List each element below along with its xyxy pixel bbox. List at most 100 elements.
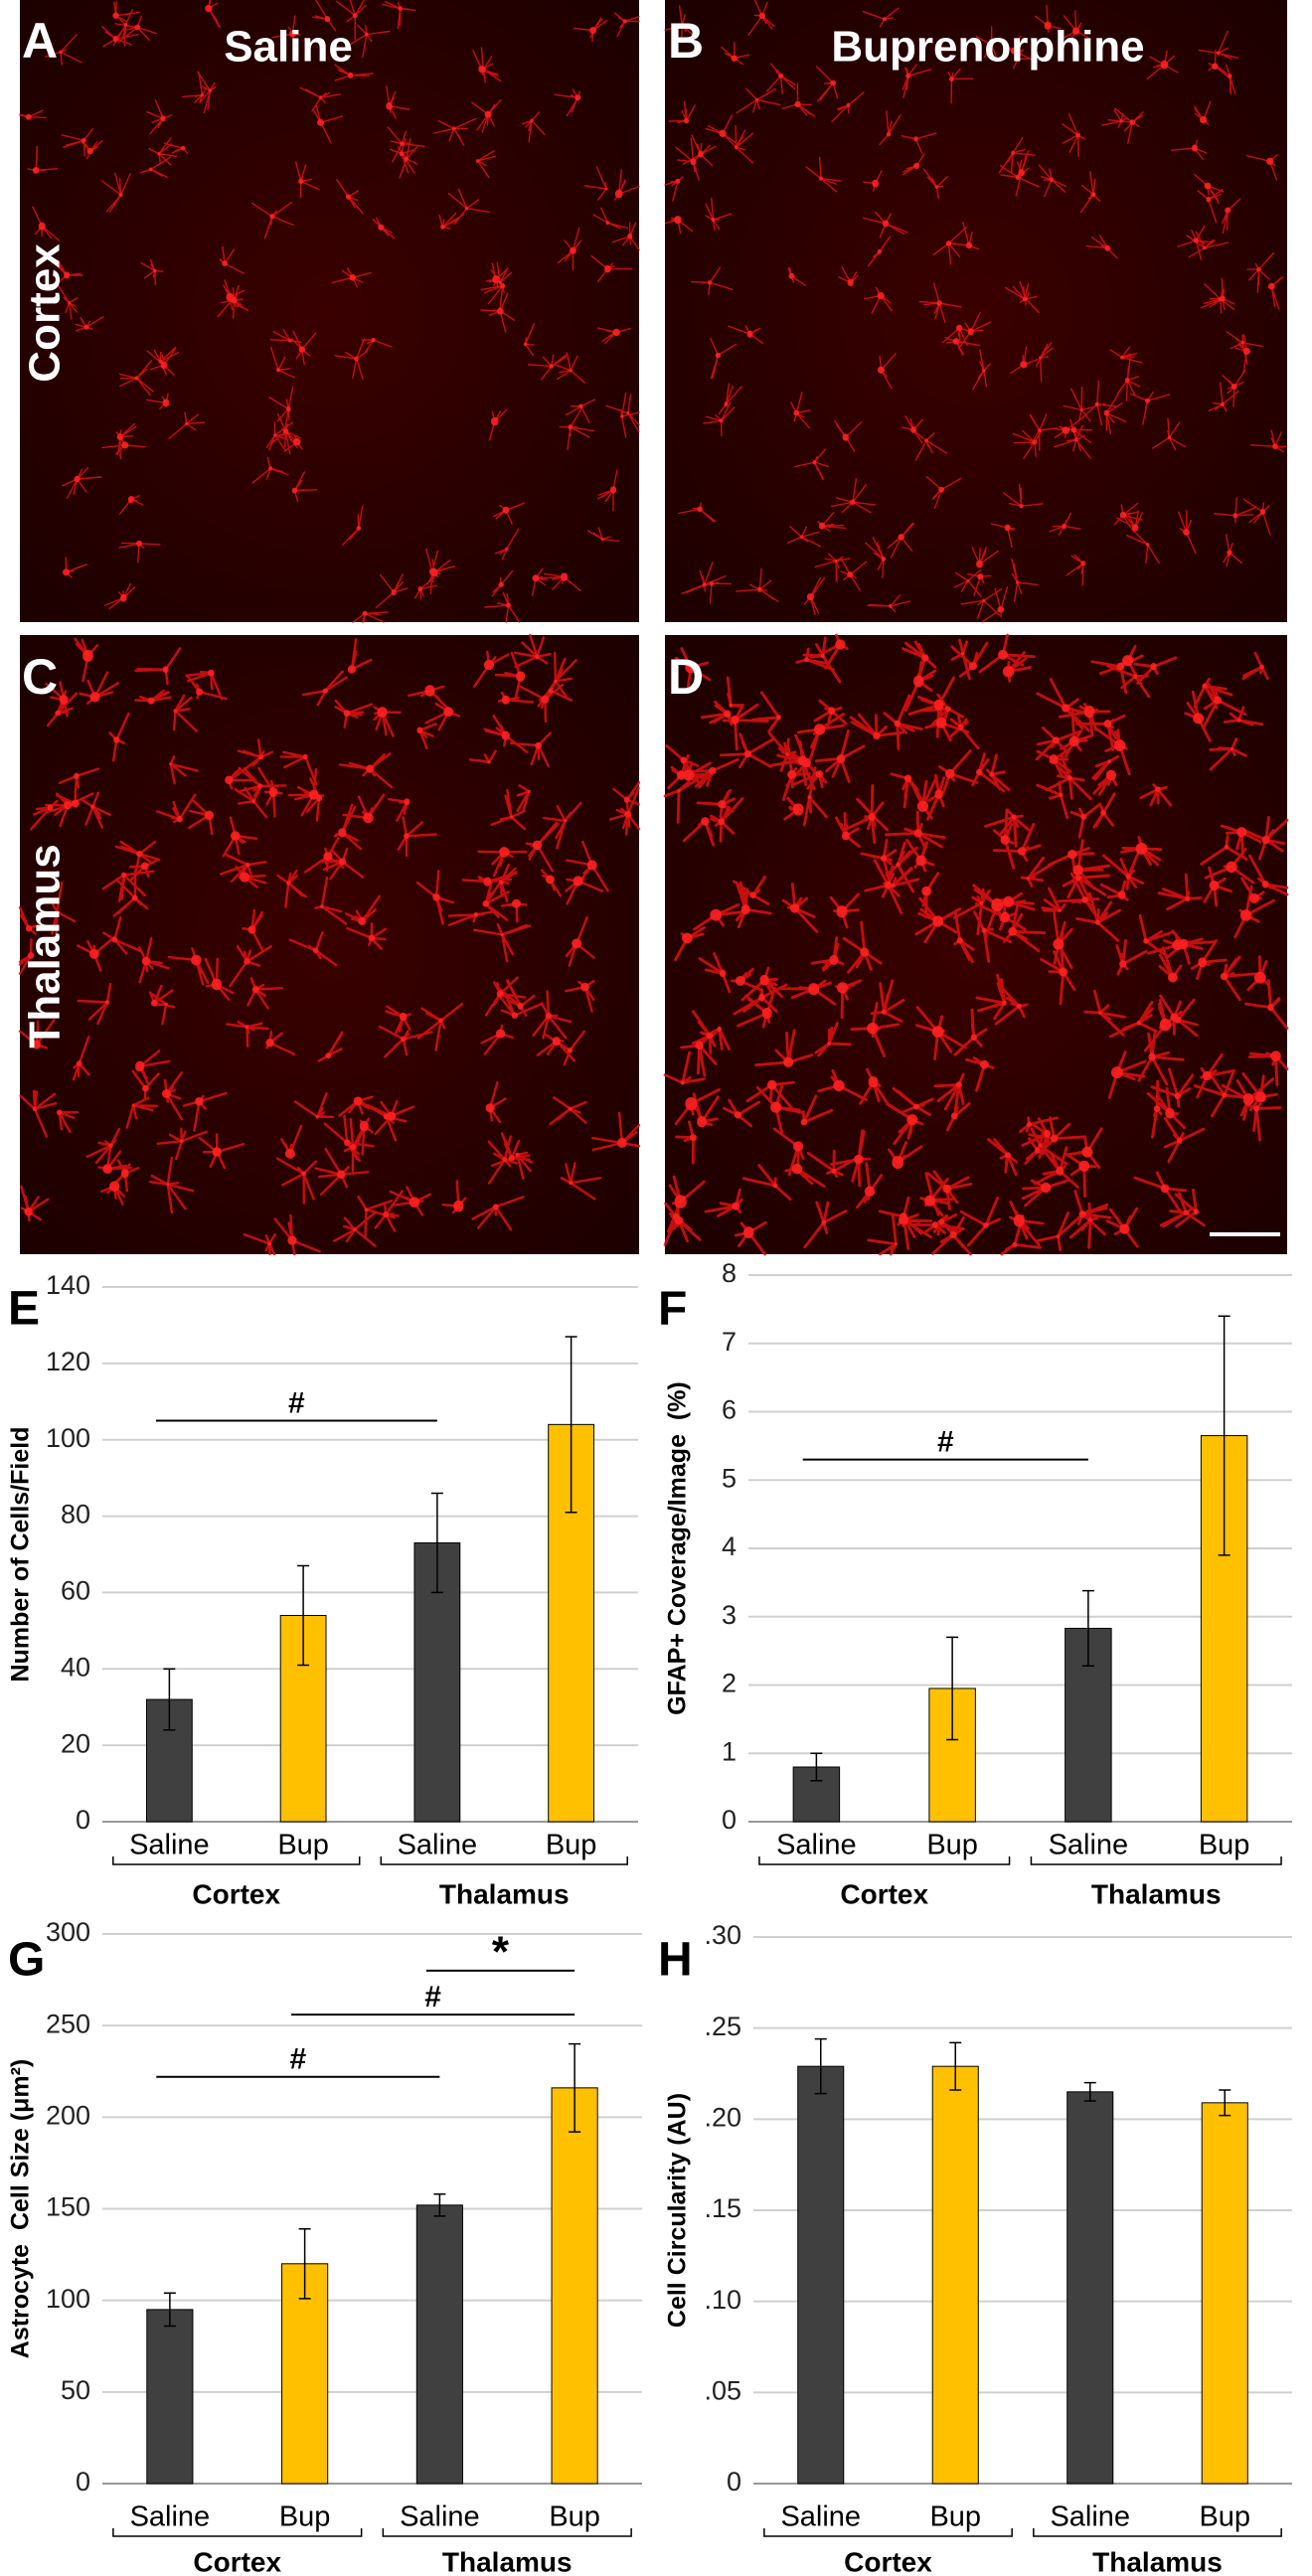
panel-letter: F	[658, 1283, 687, 1336]
x-tick-label: Saline	[129, 1830, 210, 1861]
y-axis-title: Number of Cells/Field	[7, 1427, 35, 1683]
y-tick-label: 80	[61, 1500, 90, 1530]
x-tick-label: Bup	[549, 2501, 600, 2533]
x-tick-label: Bup	[1199, 2501, 1250, 2533]
panel-letter: G	[8, 1934, 45, 1987]
group-bracket	[382, 2528, 632, 2537]
y-tick-label: 140	[46, 1270, 90, 1300]
y-tick-label: 150	[46, 2192, 90, 2222]
y-tick-label: 100	[46, 1423, 90, 1453]
x-tick-label: Saline	[400, 2501, 480, 2533]
x-tick-label: Bup	[926, 1830, 978, 1861]
error-bar	[565, 1336, 577, 1514]
x-tick-label: Bup	[279, 2501, 331, 2533]
y-tick-label: 6	[722, 1395, 737, 1425]
y-axis-title: Astrocyte Cell Size (μm²)	[7, 2059, 35, 2358]
y-tick-label: 7	[722, 1327, 737, 1357]
group-bracket	[1030, 1856, 1282, 1865]
bar	[1066, 2091, 1114, 2485]
y-tick-label: .30	[704, 1920, 741, 1950]
group-label: Thalamus	[1091, 1878, 1222, 1909]
astrocyte-somata	[672, 639, 1281, 1247]
y-tick-label: 3	[722, 1600, 737, 1630]
y-tick-label: 4	[722, 1531, 737, 1561]
error-bar	[1083, 2081, 1096, 2102]
bar	[551, 2087, 598, 2485]
y-tick-label: .25	[704, 2012, 741, 2041]
error-bar	[810, 1752, 823, 1782]
x-tick-label: Bup	[1199, 1830, 1250, 1861]
y-tick-label: 250	[46, 2009, 90, 2038]
column-label: Saline	[224, 23, 353, 72]
error-bar	[1081, 1589, 1094, 1667]
y-tick-label: 300	[46, 1917, 90, 1947]
astrocyte-processes	[663, 633, 1289, 1256]
y-tick-label: 200	[46, 2100, 90, 2130]
significance-mark: #	[937, 1426, 954, 1459]
x-tick-label: Bup	[277, 1830, 329, 1861]
group-bracket	[758, 1856, 1011, 1865]
error-bar	[298, 2228, 311, 2300]
y-tick-label: 2	[722, 1669, 737, 1698]
bar	[415, 2204, 463, 2485]
panel-letter: E	[8, 1283, 40, 1336]
micrograph	[665, 0, 1287, 622]
y-tick-label: .15	[704, 2193, 741, 2223]
significance-mark: #	[288, 1386, 305, 1419]
y-tick-label: 120	[46, 1347, 90, 1376]
bar	[931, 2065, 979, 2485]
x-tick-label: Saline	[398, 1830, 478, 1861]
group-bracket	[763, 2528, 1013, 2537]
x-tick-label: Saline	[780, 2501, 861, 2533]
error-bar	[949, 2041, 962, 2091]
panel-letter: D	[668, 649, 704, 705]
x-tick-label: Bup	[929, 2501, 981, 2533]
panel-letter: B	[668, 13, 704, 69]
y-tick-label: 50	[61, 2375, 90, 2405]
y-tick-label: 0	[76, 1805, 90, 1835]
panel-letter: C	[22, 649, 58, 705]
bar	[146, 2309, 194, 2485]
bar	[1201, 2102, 1248, 2485]
significance-mark: #	[289, 2043, 306, 2076]
group-label: Cortex	[840, 1878, 928, 1909]
x-tick-label: Bup	[546, 1830, 597, 1861]
error-bar	[1218, 1315, 1230, 1556]
panel-letter: A	[22, 13, 58, 69]
group-label: Cortex	[192, 1878, 280, 1909]
x-tick-label: Saline	[1050, 2501, 1130, 2533]
group-bracket	[1033, 2528, 1282, 2537]
error-bar	[569, 2042, 581, 2133]
y-tick-label: .05	[704, 2375, 741, 2405]
bar	[797, 2065, 845, 2485]
y-axis-title: Cell Circularity (AU)	[664, 2093, 692, 2328]
error-bar	[163, 2292, 176, 2328]
group-label: Thalamus	[442, 2546, 573, 2576]
significance-mark: #	[424, 1981, 441, 2013]
error-bar	[946, 1636, 959, 1741]
group-label: Cortex	[844, 2546, 932, 2576]
error-bar	[430, 1492, 443, 1594]
micrograph	[20, 0, 639, 622]
group-bracket	[112, 2528, 363, 2537]
y-tick-label: 0	[727, 2467, 741, 2496]
group-label: Cortex	[193, 2546, 281, 2576]
y-tick-label: 5	[722, 1463, 737, 1493]
column-label: Buprenorphine	[831, 23, 1144, 72]
significance-mark: *	[492, 1927, 510, 1976]
row-label: Cortex	[21, 243, 70, 383]
y-tick-label: 20	[61, 1728, 90, 1758]
error-bar	[1219, 2089, 1231, 2117]
error-bar	[433, 2193, 446, 2217]
row-label: Thalamus	[21, 844, 70, 1047]
y-tick-label: 1	[722, 1736, 737, 1766]
y-tick-label: .10	[704, 2285, 741, 2315]
x-tick-label: Saline	[776, 1830, 857, 1861]
x-tick-label: Saline	[130, 2501, 211, 2533]
y-axis-title: GFAP+ Coverage/Image (%)	[664, 1381, 692, 1715]
y-tick-label: 60	[61, 1576, 90, 1606]
group-label: Thalamus	[439, 1878, 570, 1909]
y-tick-label: 0	[76, 2467, 90, 2496]
group-label: Thalamus	[1092, 2546, 1223, 2576]
